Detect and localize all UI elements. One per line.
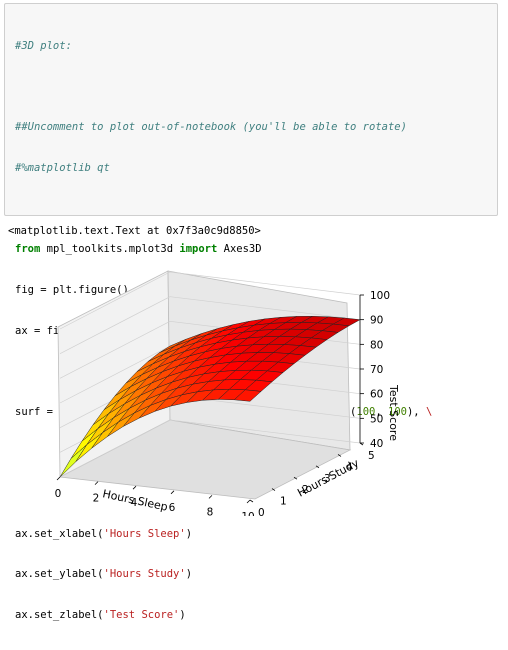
code-line	[15, 81, 432, 95]
y-tick	[337, 454, 342, 457]
surface-mesh	[59, 316, 361, 478]
gridline	[59, 296, 171, 354]
x-axis-label: Hours Sleep	[101, 487, 169, 513]
x-tick-label: 10	[241, 511, 254, 516]
z-tick-label: 60	[370, 389, 383, 401]
code-line: fig = plt.figure()	[15, 283, 129, 296]
code-line: ax.set_zlabel('Test Score')	[15, 609, 186, 622]
x-tick	[94, 481, 99, 485]
z-tick-label: 100	[370, 290, 390, 302]
y-tick	[271, 488, 276, 491]
y-tick	[293, 476, 298, 480]
y-tick	[249, 499, 254, 503]
gridline	[169, 296, 361, 321]
surface-plot-3d: 0246810012345405060708090100 Hours Sleep…	[55, 270, 400, 516]
code-line: from mpl_toolkits.mplot3d import Axes3D	[15, 243, 262, 256]
x-tick	[246, 499, 251, 504]
y-tick-label: 1	[280, 496, 287, 508]
y-tick-label: 3	[324, 473, 331, 485]
z-tick-label: 70	[370, 364, 383, 376]
code-line: #3D plot:	[15, 40, 72, 53]
y-tick	[315, 465, 320, 469]
surface-facet	[233, 389, 262, 402]
y-tick-label: 0	[258, 507, 265, 516]
z-tick-label: 50	[370, 413, 383, 425]
code-line: ##Uncomment to plot out-of-notebook (you…	[15, 121, 407, 134]
code-line: ax.set_xlabel('Hours Sleep')	[15, 527, 193, 540]
axes: 0246810012345405060708090100	[55, 290, 390, 516]
x-tick-label: 4	[131, 497, 138, 509]
gridline	[59, 271, 171, 330]
gridline	[59, 321, 171, 379]
code-line	[15, 203, 432, 217]
z-axis-label: Test Score	[387, 384, 400, 441]
x-tick-label: 0	[55, 488, 62, 500]
gridline	[59, 345, 171, 404]
gridline	[59, 419, 171, 478]
code-input-cell[interactable]: #3D plot: ##Uncomment to plot out-of-not…	[4, 3, 498, 621]
gridline	[169, 419, 361, 444]
x-tick	[170, 490, 175, 495]
y-tick-label: 4	[346, 461, 353, 473]
code-line: #%matplotlib qt	[15, 162, 110, 175]
code-line: ax.set_ylabel('Hours Study')	[15, 568, 193, 581]
y-tick-label: 5	[368, 450, 375, 462]
x-tick-label: 2	[93, 493, 100, 505]
z-tick-label: 90	[370, 315, 383, 327]
x-tick	[56, 476, 61, 481]
z-tick-label: 80	[370, 339, 383, 351]
x-tick	[208, 495, 213, 499]
x-tick	[132, 485, 137, 490]
x-tick-label: 6	[169, 502, 176, 514]
x-tick-label: 8	[207, 506, 214, 516]
cell-output-text: <matplotlib.text.Text at 0x7f3a0c9d8850>	[8, 225, 261, 237]
gridline	[169, 271, 361, 296]
z-tick-label: 40	[370, 438, 383, 450]
y-tick-label: 2	[302, 484, 309, 496]
